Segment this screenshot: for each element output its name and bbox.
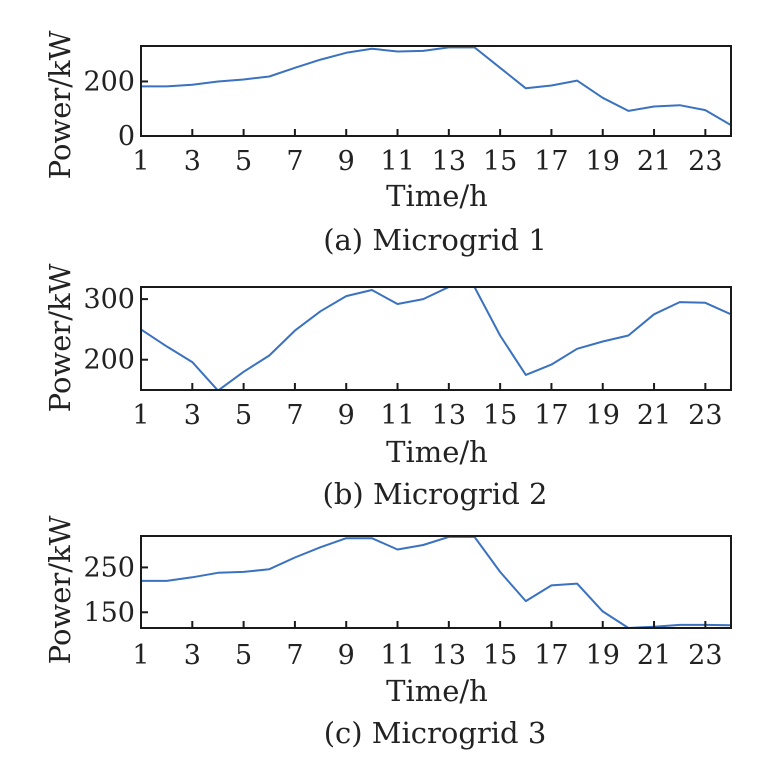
x-tick-label: 7: [286, 400, 303, 431]
x-tick-label: 5: [235, 400, 252, 431]
x-tick-label: 13: [432, 146, 466, 177]
y-tick-label: 250: [83, 552, 135, 583]
x-tick-label: 13: [432, 640, 466, 671]
x-tick-label: 1: [132, 146, 149, 177]
x-tick-label: 17: [534, 400, 568, 431]
x-tick-label: 23: [688, 400, 722, 431]
x-tick-label: 7: [286, 146, 303, 177]
x-tick-label: 5: [235, 146, 252, 177]
x-tick-label: 9: [338, 400, 355, 431]
x-tick-label: 3: [184, 146, 201, 177]
x-tick-label: 13: [432, 400, 466, 431]
x-tick-label: 11: [380, 400, 414, 431]
y-tick-label: 0: [118, 121, 135, 152]
y-tick-label: 300: [83, 284, 135, 315]
x-tick-label: 15: [483, 400, 517, 431]
x-tick-label: 3: [184, 400, 201, 431]
plot-frame: [140, 286, 732, 391]
y-axis-label: Power/kW: [43, 263, 77, 412]
x-axis-label: Time/h: [386, 179, 488, 213]
x-tick-label: 1: [132, 400, 149, 431]
x-tick-label: 1: [132, 640, 149, 671]
x-axis-label: Time/h: [386, 674, 488, 708]
series-line: [141, 536, 731, 628]
x-tick-label: 3: [184, 640, 201, 671]
subplot-3: 1 3 5 7 9 11 13 15 17 19 21 23150250Power/kWTime/h(…: [43, 515, 732, 750]
y-tick-label: 150: [83, 597, 135, 628]
x-tick-label: 5: [235, 640, 252, 671]
series-line: [141, 287, 731, 390]
x-tick-label: 15: [483, 146, 517, 177]
subplot-2: 1 3 5 7 9 11 13 15 17 19 21 23200300Power/kWTime/h(…: [43, 263, 732, 511]
x-tick-label: 9: [338, 640, 355, 671]
x-tick-label: 19: [586, 640, 620, 671]
subplot-caption: (b) Microgrid 2: [323, 477, 548, 511]
subplot-caption: (c) Microgrid 3: [324, 716, 547, 750]
subplot-1: 1 3 5 7 9 11 13 15 17 19 21 230200Power/kWTime/h(a)…: [43, 30, 732, 257]
y-axis-label: Power/kW: [43, 515, 77, 664]
y-tick-label: 200: [83, 66, 135, 97]
x-tick-label: 17: [534, 146, 568, 177]
subplot-caption: (a) Microgrid 1: [323, 223, 547, 257]
x-tick-label: 9: [338, 146, 355, 177]
x-tick-label: 19: [586, 146, 620, 177]
x-tick-label: 19: [586, 400, 620, 431]
x-tick-label: 23: [688, 146, 722, 177]
y-tick-label: 200: [83, 345, 135, 376]
x-tick-label: 11: [380, 146, 414, 177]
x-axis-label: Time/h: [386, 435, 488, 469]
x-tick-label: 15: [483, 640, 517, 671]
x-tick-label: 21: [637, 640, 671, 671]
x-tick-label: 21: [637, 146, 671, 177]
plot-frame: [140, 535, 732, 629]
x-tick-label: 17: [534, 640, 568, 671]
x-tick-label: 21: [637, 400, 671, 431]
x-tick-label: 23: [688, 640, 722, 671]
x-tick-label: 11: [380, 640, 414, 671]
y-axis-label: Power/kW: [43, 30, 77, 179]
plot-frame: [140, 45, 732, 137]
series-line: [141, 46, 731, 126]
x-tick-label: 7: [286, 640, 303, 671]
